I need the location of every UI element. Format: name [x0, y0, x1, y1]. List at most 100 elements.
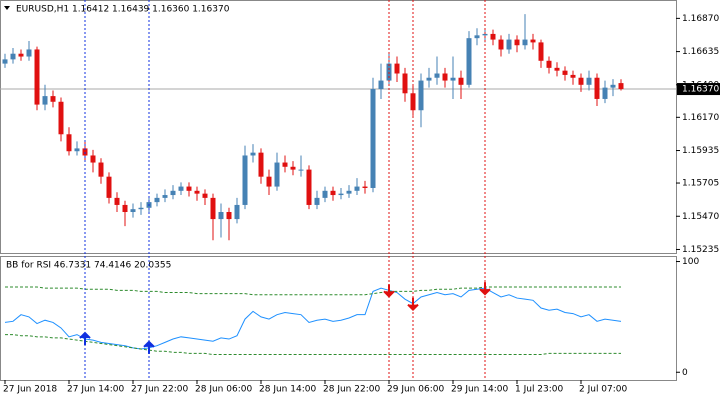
x-tick-label: 28 Jun 06:00 [195, 385, 252, 395]
candle-body [66, 134, 72, 152]
candle-body [242, 155, 248, 205]
candle-body [482, 33, 488, 36]
candle-body [338, 193, 344, 196]
candle-body [210, 197, 216, 220]
candle-body [394, 63, 400, 74]
candle-body [554, 67, 560, 71]
candle-body [434, 73, 440, 78]
y-tick-label: 1.15935 [682, 146, 719, 156]
price-label-box [677, 83, 720, 96]
y-tick-label: 100 [682, 257, 699, 267]
x-tick-label: 27 Jun 14:00 [67, 385, 124, 395]
candle-body [274, 162, 280, 187]
candle-body [306, 169, 312, 205]
candle-body [314, 197, 320, 205]
signal-arrow [479, 282, 491, 296]
candle-body [378, 80, 384, 90]
candle-body [506, 39, 512, 50]
candle-body [178, 186, 184, 191]
candle-body [490, 33, 496, 40]
candle-body [10, 53, 16, 60]
candle-body [426, 77, 432, 81]
candle-body [42, 96, 48, 105]
candle-body [618, 83, 624, 90]
candle-body [194, 190, 200, 194]
candle-body [402, 73, 408, 94]
candle-body [450, 77, 456, 81]
candle-body [538, 42, 544, 61]
indicator-line [5, 286, 621, 296]
signal-arrow [79, 331, 91, 346]
candle-body [266, 176, 272, 187]
candle-body [250, 152, 256, 156]
candle-body [514, 39, 520, 46]
candle-body [546, 60, 552, 68]
candle-body [186, 186, 192, 191]
candle-body [282, 162, 288, 167]
candle-body [322, 190, 328, 198]
candle-body [138, 207, 144, 210]
candle-body [346, 190, 352, 194]
signal-arrow [383, 284, 395, 298]
candle-body [354, 186, 360, 191]
candle-body [442, 73, 448, 81]
candle-body [154, 197, 160, 203]
candle-body [562, 70, 568, 75]
candle-body [330, 190, 336, 196]
candle-body [90, 155, 96, 163]
candle-body [202, 193, 208, 198]
indicator-line [5, 334, 621, 356]
candle-body [226, 212, 232, 220]
x-tick-label: 27 Jun 2018 [3, 385, 57, 395]
candle-body [130, 209, 136, 213]
x-tick-label: 29 Jun 14:00 [451, 385, 508, 395]
candle-body [122, 204, 128, 213]
candle-body [18, 53, 24, 57]
x-tick-label: 2 Jul 07:00 [579, 385, 628, 395]
candle-body [2, 59, 8, 64]
signal-arrow [143, 340, 155, 354]
y-tick-label: 0 [682, 368, 688, 378]
candle-body [602, 87, 608, 99]
candle-body [458, 77, 464, 85]
candle-body [362, 186, 368, 188]
candle-body [418, 80, 424, 111]
candle-body [82, 148, 88, 156]
candle-body [162, 195, 168, 198]
candle-body [522, 39, 528, 46]
candle-body [98, 162, 104, 177]
indicator-title: BB for RSI 46.7331 74.4146 20.0355 [6, 261, 171, 271]
candle-body [106, 176, 112, 198]
y-tick-label: 1.15470 [682, 212, 719, 222]
y-tick-label: 1.15705 [682, 179, 719, 189]
indicator-line [4, 287, 622, 350]
candle-body [58, 101, 64, 135]
menu-arrow [4, 6, 10, 10]
candle-body [234, 204, 240, 220]
candle-body [466, 38, 472, 85]
candle-body [34, 49, 40, 105]
y-tick-label: 1.16870 [682, 14, 719, 24]
candle-body [370, 89, 376, 188]
candle-body [586, 77, 592, 85]
x-tick-label: 28 Jun 22:00 [323, 385, 380, 395]
candle-body [474, 35, 480, 39]
candle-body [74, 148, 80, 152]
candle-body [290, 166, 296, 170]
main-pane [0, 0, 677, 254]
candle-body [530, 39, 536, 43]
candle-body [114, 197, 120, 205]
y-tick-label: 1.15235 [682, 245, 719, 255]
signal-arrow [407, 297, 419, 312]
x-tick-label: 27 Jun 22:00 [131, 385, 188, 395]
x-tick-label: 28 Jun 14:00 [259, 385, 316, 395]
candle-body [258, 152, 264, 177]
candle-body [570, 74, 576, 78]
y-tick-label: 1.16635 [682, 47, 719, 57]
candle-body [218, 212, 224, 220]
candle-body [578, 77, 584, 85]
candle-body [170, 190, 176, 196]
candle-body [610, 84, 616, 88]
x-tick-label: 29 Jun 06:00 [387, 385, 444, 395]
